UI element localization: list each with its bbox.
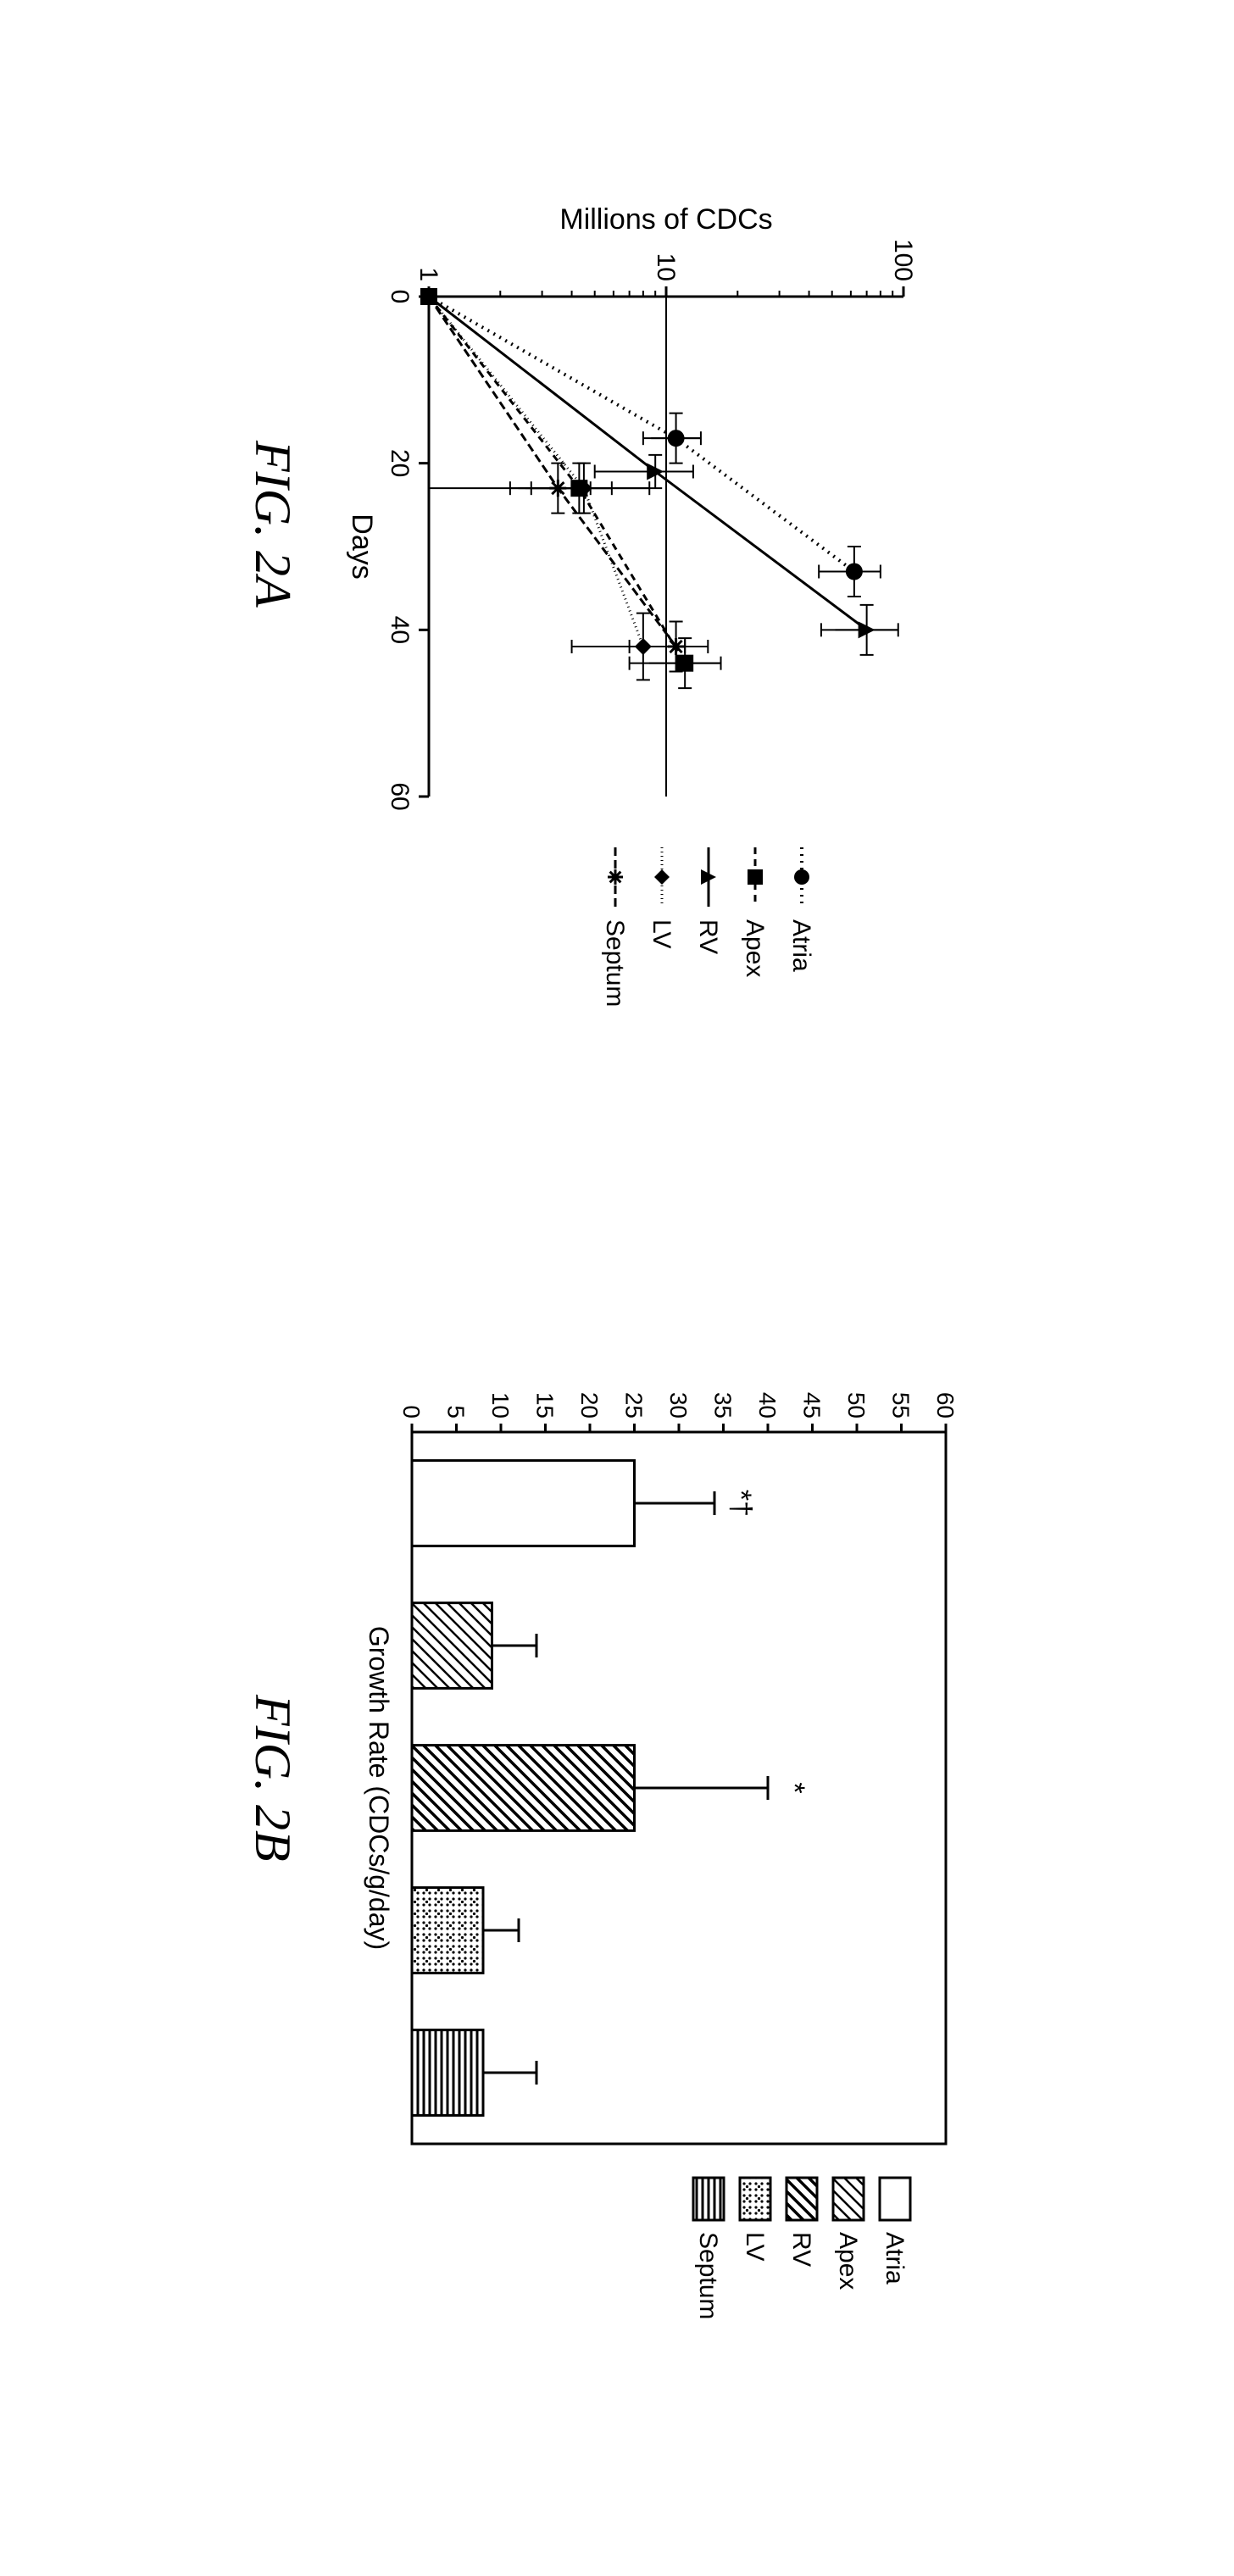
- fig-2a-panel: 1 10 100 0 20 40 60 Days Millions of CDCs Atria Ap…: [327, 195, 920, 1127]
- svg-text:40: 40: [754, 1392, 781, 1418]
- svg-text:5: 5: [443, 1405, 470, 1418]
- svg-text:35: 35: [710, 1392, 737, 1418]
- svg-text:RV: RV: [787, 2232, 815, 2267]
- svg-text:1: 1: [414, 267, 442, 281]
- svg-text:30: 30: [665, 1392, 692, 1418]
- svg-text:Millions of CDCs: Millions of CDCs: [559, 203, 772, 236]
- svg-text:45: 45: [799, 1392, 825, 1418]
- svg-text:Apex: Apex: [741, 919, 769, 977]
- svg-text:15: 15: [532, 1392, 559, 1418]
- svg-text:Atria: Atria: [881, 2232, 909, 2285]
- svg-text:55: 55: [888, 1392, 914, 1418]
- svg-text:10: 10: [652, 253, 680, 281]
- svg-text:LV: LV: [741, 2232, 769, 2261]
- svg-text:10: 10: [487, 1392, 514, 1418]
- fig-2b-panel: 0 5 10 15 20 25 30 35 40 45 50 55 60 *† * Growth Rate (…: [336, 1339, 954, 2398]
- fig-2a-label: FIG. 2A: [243, 441, 302, 608]
- bar-chart: 0 5 10 15 20 25 30 35 40 45 50 55 60 *† * Growth Rate (…: [336, 1339, 954, 2398]
- svg-text:Septum: Septum: [601, 919, 629, 1007]
- svg-text:Days: Days: [346, 514, 378, 579]
- svg-text:60: 60: [386, 782, 414, 810]
- fig-2b-label: FIG. 2B: [243, 1695, 302, 1862]
- svg-text:Apex: Apex: [834, 2232, 862, 2290]
- svg-text:Septum: Septum: [694, 2232, 722, 2319]
- svg-text:100: 100: [889, 239, 917, 281]
- svg-text:0: 0: [398, 1405, 425, 1418]
- svg-text:Atria: Atria: [787, 919, 815, 972]
- svg-text:LV: LV: [648, 919, 675, 948]
- line-chart: 1 10 100 0 20 40 60 Days Millions of CDCs Atria Ap…: [327, 195, 920, 1127]
- svg-text:*†: *†: [725, 1490, 757, 1517]
- svg-text:*: *: [778, 1782, 810, 1793]
- svg-text:60: 60: [932, 1392, 954, 1418]
- svg-text:20: 20: [386, 449, 414, 477]
- svg-text:25: 25: [621, 1392, 648, 1418]
- svg-text:0: 0: [386, 290, 414, 304]
- svg-text:Growth Rate (CDCs/g/day): Growth Rate (CDCs/g/day): [364, 1626, 394, 1950]
- svg-text:40: 40: [386, 616, 414, 644]
- svg-text:RV: RV: [694, 919, 722, 954]
- svg-text:20: 20: [576, 1392, 603, 1418]
- svg-text:50: 50: [843, 1392, 870, 1418]
